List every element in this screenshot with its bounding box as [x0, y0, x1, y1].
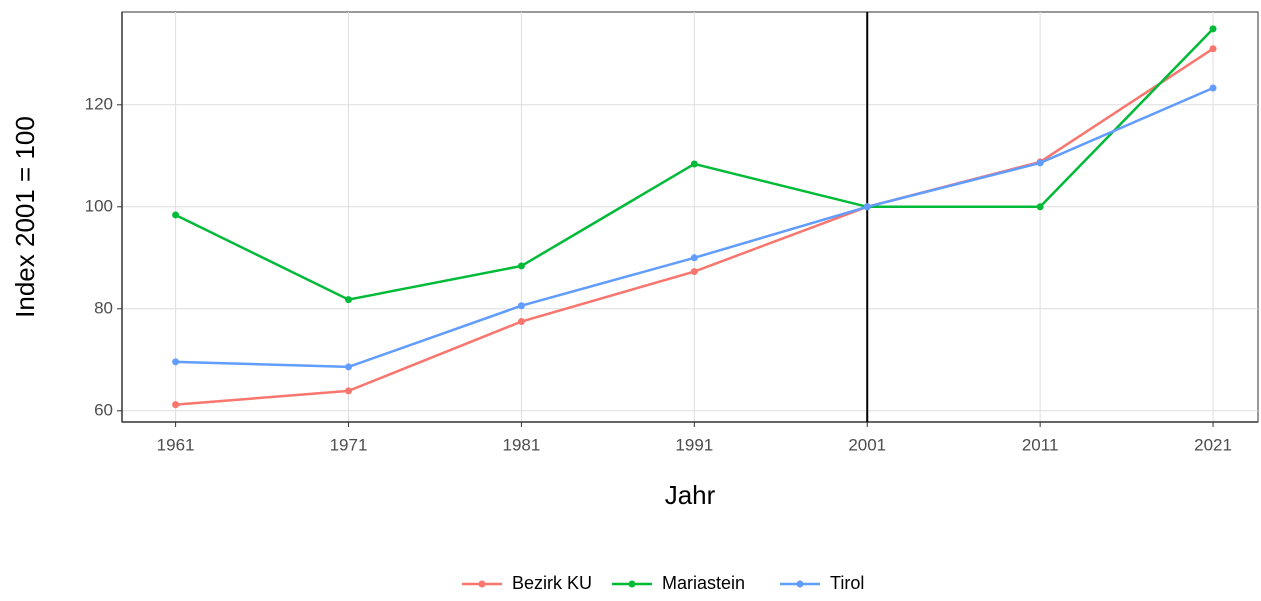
- x-tick-label: 1961: [157, 435, 195, 454]
- legend-label: Bezirk KU: [512, 573, 592, 593]
- point: [172, 211, 180, 219]
- x-tick-label: 1991: [675, 435, 713, 454]
- point: [1209, 45, 1217, 53]
- point: [345, 296, 353, 304]
- point: [345, 363, 353, 371]
- point: [517, 262, 525, 270]
- x-axis-title: Jahr: [665, 480, 716, 510]
- legend-dot: [628, 580, 636, 588]
- y-axis-title: Index 2001 = 100: [10, 116, 40, 318]
- point: [1209, 25, 1217, 33]
- x-tick-label: 2001: [848, 435, 886, 454]
- x-tick-label: 2011: [1022, 435, 1059, 454]
- point: [1036, 159, 1044, 167]
- point: [1036, 203, 1044, 211]
- point: [345, 387, 353, 395]
- point: [690, 254, 698, 262]
- point: [172, 401, 180, 409]
- y-tick-label: 80: [94, 298, 113, 317]
- point: [172, 358, 180, 366]
- x-tick-label: 1971: [330, 435, 368, 454]
- legend-label: Mariastein: [662, 573, 745, 593]
- x-tick-label: 1981: [503, 435, 541, 454]
- legend-label: Tirol: [830, 573, 864, 593]
- y-tick-label: 100: [85, 196, 113, 215]
- panel-border: [121, 11, 1259, 423]
- point: [690, 160, 698, 168]
- legend-dot: [478, 580, 486, 588]
- y-tick-label: 60: [94, 400, 113, 419]
- point: [517, 302, 525, 310]
- point: [690, 268, 698, 276]
- point: [863, 203, 871, 211]
- point: [1209, 84, 1217, 92]
- legend-dot: [796, 580, 804, 588]
- x-tick-label: 2021: [1194, 435, 1232, 454]
- y-tick-label: 120: [85, 94, 113, 113]
- point: [517, 318, 525, 326]
